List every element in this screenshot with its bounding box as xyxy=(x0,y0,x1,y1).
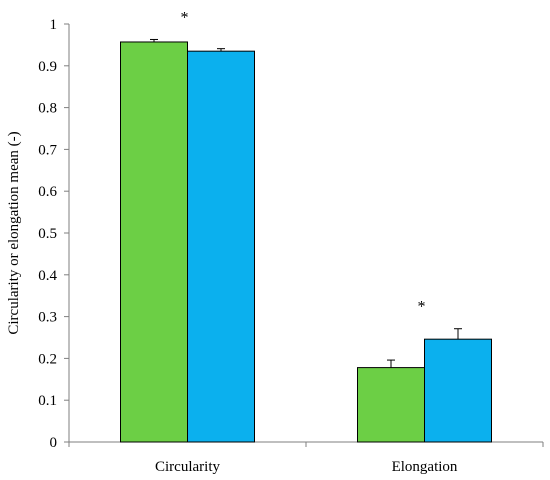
y-tick-label: 0.9 xyxy=(38,59,57,75)
y-tick-label: 0.8 xyxy=(38,101,57,117)
bar xyxy=(357,367,425,443)
bar xyxy=(187,50,255,443)
significance-marker: * xyxy=(181,9,189,26)
y-tick-label: 0.4 xyxy=(38,268,57,284)
bar xyxy=(424,338,492,443)
y-tick-label: 0.6 xyxy=(38,184,57,200)
y-tick-label: 0.3 xyxy=(38,310,57,326)
plot-area: 0 0.1 0.2 0.3 0.4 0.5 0.6 0.7 0.8 0.9 1 Circularity… xyxy=(38,9,544,475)
y-axis-label: Circularity or elongation mean (-) xyxy=(6,131,22,334)
significance-marker: * xyxy=(418,299,426,316)
y-tick-label: 0 xyxy=(50,435,58,451)
x-category-label: Circularity xyxy=(155,459,220,475)
x-category-label: Elongation xyxy=(392,459,458,475)
y-tick-label: 0.5 xyxy=(38,226,57,242)
y-tick-label: 1 xyxy=(50,17,58,33)
bar xyxy=(120,41,188,443)
y-tick-label: 0.2 xyxy=(38,351,57,367)
y-tick-label: 0.7 xyxy=(38,142,57,158)
y-tick-label: 0.1 xyxy=(38,393,57,409)
